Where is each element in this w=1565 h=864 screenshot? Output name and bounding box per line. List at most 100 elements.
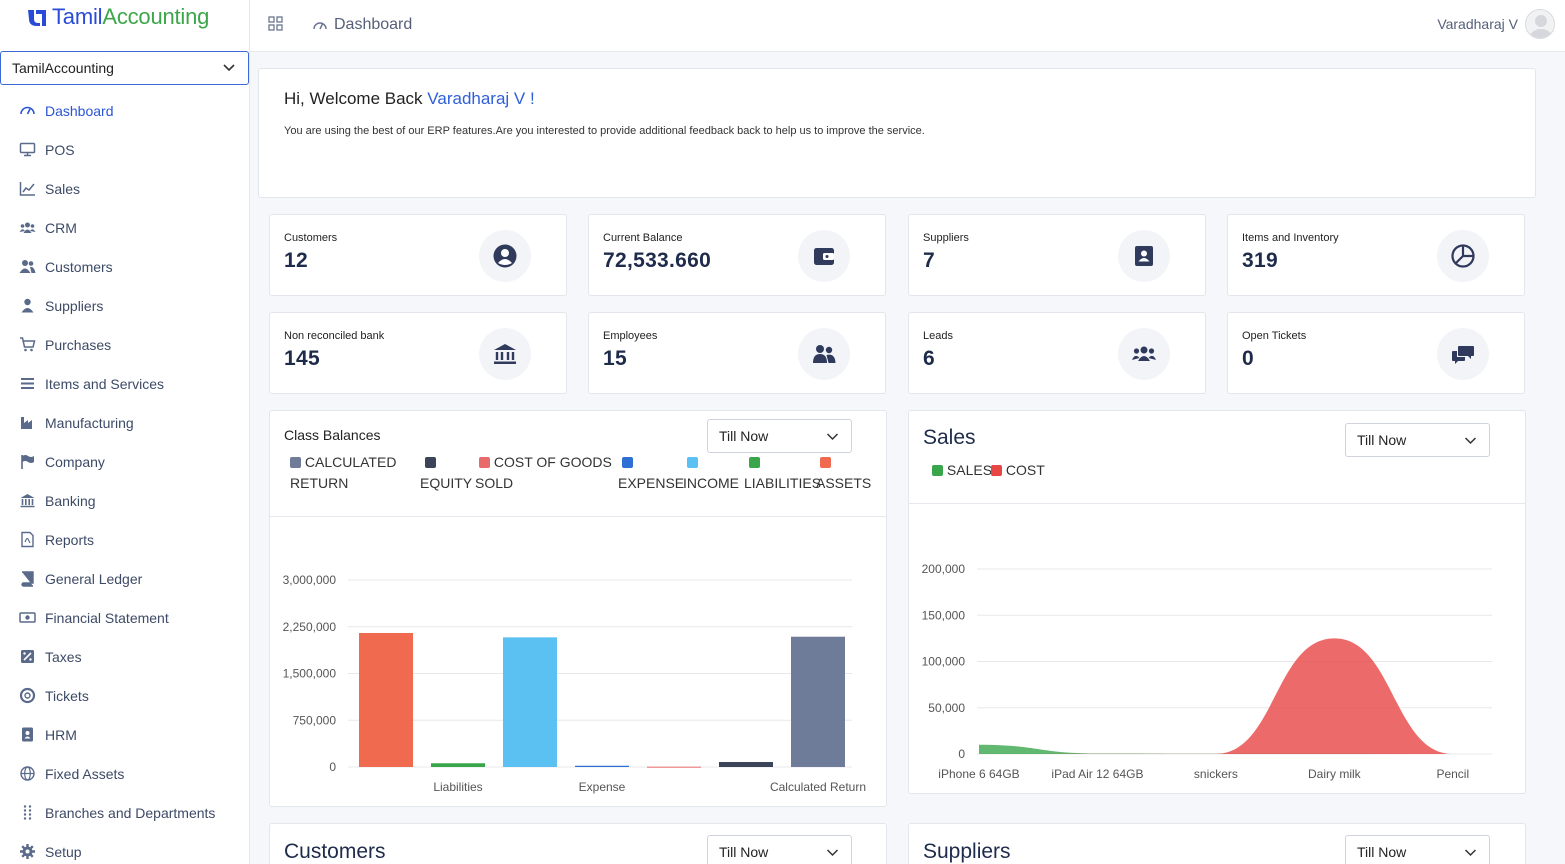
legend-item-cogs[interactable]: COST OF GOODS SOLD bbox=[475, 454, 612, 491]
tax-icon bbox=[21, 650, 34, 663]
sidebar-item-label: Taxes bbox=[45, 648, 82, 665]
sidebar-item-manufacturing[interactable]: Manufacturing bbox=[0, 403, 249, 442]
bar-assets[interactable] bbox=[359, 632, 413, 767]
sidebar-item-sales[interactable]: Sales bbox=[0, 169, 249, 208]
sales-title: Sales bbox=[923, 426, 976, 449]
sidebar: TamilAccounting TamilAccounting Dashboar… bbox=[0, 0, 250, 864]
sidebar-item-fixed-assets[interactable]: Fixed Assets bbox=[0, 754, 249, 793]
class-balances-filter-select[interactable]: Till Now bbox=[707, 419, 852, 453]
sidebar-item-label: General Ledger bbox=[45, 570, 143, 587]
sidebar-item-branches[interactable]: Branches and Departments bbox=[0, 793, 249, 832]
stat-card-non-reconciled-bank[interactable]: Non reconciled bank 145 bbox=[269, 312, 567, 394]
sidebar-nav: Dashboard POS Sales CRM Customers Suppli… bbox=[0, 91, 249, 864]
line-chart-icon bbox=[19, 182, 35, 196]
sidebar-item-setup[interactable]: Setup bbox=[0, 832, 249, 864]
breadcrumb: Dashboard bbox=[312, 16, 412, 34]
sidebar-item-items-services[interactable]: Items and Services bbox=[0, 364, 249, 403]
y-tick-label: 750,000 bbox=[293, 713, 337, 727]
chevron-down-icon bbox=[826, 433, 839, 441]
industry-icon bbox=[21, 417, 32, 429]
area-cost[interactable] bbox=[979, 638, 1453, 754]
sidebar-item-banking[interactable]: Banking bbox=[0, 481, 249, 520]
legend-swatch bbox=[820, 457, 831, 468]
stat-card-items-inventory[interactable]: Items and Inventory 319 bbox=[1227, 214, 1525, 296]
sales-panel: Sales Till Now SALES COST 0 50,000 100,000… bbox=[908, 410, 1526, 794]
sales-filter-select[interactable]: Till Now bbox=[1345, 423, 1490, 457]
bar-calculated-return[interactable] bbox=[791, 636, 845, 767]
select-value: Till Now bbox=[1357, 844, 1407, 860]
stat-card-suppliers[interactable]: Suppliers 7 bbox=[908, 214, 1206, 296]
stat-card-open-tickets[interactable]: Open Tickets 0 bbox=[1227, 312, 1525, 394]
logo[interactable]: TamilAccounting bbox=[26, 4, 209, 30]
welcome-heading: Hi, Welcome Back Varadharaj V ! bbox=[284, 89, 535, 108]
sidebar-item-taxes[interactable]: Taxes bbox=[0, 637, 249, 676]
sidebar-item-customers[interactable]: Customers bbox=[0, 247, 249, 286]
bar-income[interactable] bbox=[503, 637, 557, 767]
select-value: Till Now bbox=[1357, 432, 1407, 448]
legend-item-assets[interactable]: ASSETS bbox=[816, 452, 876, 494]
user-friends-icon bbox=[19, 260, 36, 273]
stat-card-customers[interactable]: Customers 12 bbox=[269, 214, 567, 296]
sidebar-item-label: Branches and Departments bbox=[45, 804, 216, 821]
company-select[interactable]: TamilAccounting bbox=[0, 51, 249, 85]
bar-cost-of-goods-sold[interactable] bbox=[647, 766, 701, 768]
sidebar-item-label: CRM bbox=[45, 219, 77, 236]
y-tick-label: 0 bbox=[329, 760, 336, 774]
chevron-down-icon bbox=[826, 849, 839, 857]
legend-item-liabilities[interactable]: LIABILITIES bbox=[744, 452, 821, 494]
sidebar-item-label: Purchases bbox=[45, 336, 112, 353]
sidebar-item-company[interactable]: Company bbox=[0, 442, 249, 481]
y-tick-label: 3,000,000 bbox=[283, 573, 337, 587]
legend-item-cost[interactable]: COST bbox=[991, 460, 1045, 481]
stat-value: 145 bbox=[284, 347, 320, 370]
bar-expense[interactable] bbox=[575, 765, 629, 767]
area-sales[interactable] bbox=[979, 744, 1453, 754]
sidebar-item-tickets[interactable]: Tickets bbox=[0, 676, 249, 715]
avatar[interactable] bbox=[1525, 9, 1555, 39]
legend-swatch bbox=[290, 457, 301, 468]
sidebar-item-general-ledger[interactable]: General Ledger bbox=[0, 559, 249, 598]
sidebar-item-crm[interactable]: CRM bbox=[0, 208, 249, 247]
legend-item-sales[interactable]: SALES bbox=[932, 460, 992, 481]
x-tick-label: Calculated Return bbox=[770, 780, 866, 794]
x-tick-label: snickers bbox=[1194, 767, 1238, 781]
stat-card-employees[interactable]: Employees 15 bbox=[588, 312, 886, 394]
sidebar-item-label: Manufacturing bbox=[45, 414, 134, 431]
legend-item-equity[interactable]: EQUITY bbox=[420, 452, 472, 494]
stat-label: Current Balance bbox=[603, 232, 683, 244]
grip-icon bbox=[23, 805, 32, 820]
gauge-icon bbox=[20, 106, 35, 115]
legend-swatch bbox=[687, 457, 698, 468]
sidebar-item-purchases[interactable]: Purchases bbox=[0, 325, 249, 364]
user-menu[interactable]: Varadharaj V bbox=[1437, 9, 1555, 39]
sidebar-item-label: Financial Statement bbox=[45, 609, 169, 626]
suppliers-filter-select[interactable]: Till Now bbox=[1345, 835, 1490, 864]
stat-value: 0 bbox=[1242, 347, 1254, 370]
y-tick-label: 1,500,000 bbox=[283, 667, 337, 681]
stat-card-current-balance[interactable]: Current Balance 72,533.660 bbox=[588, 214, 886, 296]
stat-label: Open Tickets bbox=[1242, 330, 1307, 342]
stat-card-leads[interactable]: Leads 6 bbox=[908, 312, 1206, 394]
bar-equity[interactable] bbox=[719, 762, 773, 767]
bar-liabilities[interactable] bbox=[431, 763, 485, 767]
logo-text: TamilAccounting bbox=[52, 4, 210, 29]
sidebar-item-hrm[interactable]: HRM bbox=[0, 715, 249, 754]
legend-swatch bbox=[425, 457, 436, 468]
sidebar-item-suppliers[interactable]: Suppliers bbox=[0, 286, 249, 325]
sidebar-item-pos[interactable]: POS bbox=[0, 130, 249, 169]
sidebar-item-label: Suppliers bbox=[45, 297, 104, 314]
sidebar-item-reports[interactable]: Reports bbox=[0, 520, 249, 559]
legend-item-income[interactable]: INCOME bbox=[683, 452, 741, 494]
pdf-icon bbox=[21, 531, 34, 548]
users-group-icon bbox=[1132, 346, 1156, 361]
legend-item-expense[interactable]: EXPENSE bbox=[618, 452, 684, 494]
pie-icon bbox=[1451, 244, 1475, 268]
apps-grid-icon[interactable] bbox=[268, 16, 283, 31]
breadcrumb-label[interactable]: Dashboard bbox=[334, 16, 413, 33]
wallet-icon bbox=[814, 248, 834, 265]
stat-label: Leads bbox=[923, 330, 953, 342]
sidebar-item-financial-statement[interactable]: Financial Statement bbox=[0, 598, 249, 637]
legend-item-calculated-return[interactable]: CALCULATED RETURN bbox=[290, 454, 397, 491]
sidebar-item-dashboard[interactable]: Dashboard bbox=[0, 91, 249, 130]
customers-filter-select[interactable]: Till Now bbox=[707, 835, 852, 864]
